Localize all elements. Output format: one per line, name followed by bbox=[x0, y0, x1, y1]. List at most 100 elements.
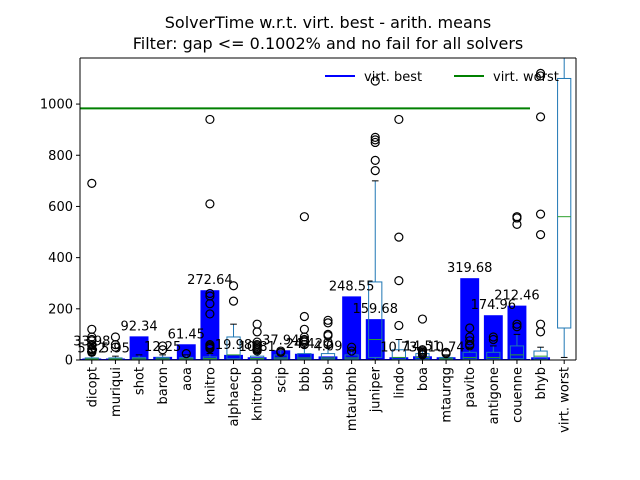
x-tick-label-9: bbb bbox=[298, 367, 313, 392]
box-flier-12-2 bbox=[370, 135, 380, 145]
y-tick-label-200: 200 bbox=[48, 302, 73, 317]
bar-16 bbox=[460, 278, 480, 360]
x-tick-label-0: dicopt bbox=[85, 367, 100, 407]
box-17 bbox=[486, 351, 501, 360]
bar-17 bbox=[483, 315, 503, 360]
box-flier-19-1 bbox=[535, 71, 546, 81]
chart-title-line1: SolverTime w.r.t. virt. best - arith. me… bbox=[165, 13, 491, 32]
box-flier-1-1 bbox=[110, 340, 121, 350]
bar-value-label-12: 159.68 bbox=[352, 302, 398, 317]
x-tick-label-15: mtaurqg bbox=[440, 367, 455, 423]
bar-value-label-3: 12.25 bbox=[144, 340, 181, 355]
box-flier-19-4 bbox=[535, 229, 546, 240]
box-flier-5-1 bbox=[205, 199, 215, 209]
box-flier-18-4 bbox=[512, 322, 522, 332]
x-tick-label-7: knitrobb bbox=[251, 367, 266, 421]
box-flier-6-1 bbox=[228, 296, 239, 306]
box-flier-12-4 bbox=[370, 155, 380, 165]
bar-value-label-1: 5.95 bbox=[101, 341, 130, 356]
box-flier-19-2 bbox=[535, 112, 546, 122]
x-tick-label-1: muriqui bbox=[109, 367, 124, 417]
box-13 bbox=[391, 349, 406, 360]
box-flier-12-3 bbox=[370, 137, 380, 148]
box-18 bbox=[509, 345, 525, 360]
x-tick-label-13: lindo bbox=[392, 367, 407, 399]
box-flier-14-5 bbox=[417, 350, 428, 360]
y-tick-label-600: 600 bbox=[48, 200, 73, 215]
x-tick-label-10: sbb bbox=[322, 367, 337, 390]
x-tick-label-8: scip bbox=[274, 367, 289, 393]
x-tick-label-6: alphaecp bbox=[227, 367, 242, 426]
box-16 bbox=[462, 351, 477, 360]
box-flier-18-3 bbox=[512, 319, 522, 329]
bar-11 bbox=[342, 296, 362, 360]
x-tick-label-3: baron bbox=[156, 367, 171, 404]
bar-value-label-17: 174.96 bbox=[471, 298, 517, 313]
box-flier-18-2 bbox=[512, 219, 522, 229]
box-flier-12-1 bbox=[370, 132, 380, 142]
box-flier-10-1 bbox=[323, 318, 333, 328]
bar-value-label-7: 10.81 bbox=[239, 340, 276, 355]
bar-19 bbox=[531, 357, 551, 360]
box-flier-6-0 bbox=[228, 281, 239, 291]
box-flier-13-3 bbox=[394, 320, 404, 331]
bar-value-label-4: 61.45 bbox=[168, 327, 205, 342]
box-flier-9-0 bbox=[299, 212, 309, 222]
bar-value-label-16: 319.68 bbox=[447, 261, 493, 276]
box-7 bbox=[250, 355, 265, 360]
box-flier-7-1 bbox=[252, 327, 262, 337]
x-tick-label-19: bhyb bbox=[534, 367, 549, 399]
box-flier-13-2 bbox=[394, 276, 404, 286]
box-flier-7-8 bbox=[252, 346, 262, 356]
y-tick-label-0: 0 bbox=[65, 354, 73, 369]
x-tick-label-5: knitro bbox=[203, 367, 218, 405]
box-12 bbox=[368, 281, 383, 358]
bar-6 bbox=[224, 354, 243, 360]
bar-value-label-8: 37.94 bbox=[262, 333, 299, 348]
bar-value-label-9: 24.42 bbox=[286, 337, 323, 352]
bar-extra-label-0: 33.98 bbox=[73, 334, 110, 349]
box-flier-1-2 bbox=[110, 342, 121, 352]
box-20 bbox=[557, 77, 572, 329]
x-tick-label-17: antigone bbox=[487, 367, 502, 424]
bar-13 bbox=[389, 357, 409, 360]
box-flier-13-0 bbox=[394, 114, 404, 125]
box-flier-17-1 bbox=[488, 334, 498, 345]
box-flier-9-6 bbox=[299, 337, 309, 347]
bar-value-label-2: 92.34 bbox=[120, 319, 157, 334]
box-flier-5-0 bbox=[205, 114, 215, 125]
box-flier-3-0 bbox=[158, 341, 168, 351]
bar-value-label-14: 14.51 bbox=[404, 339, 441, 354]
x-tick-label-4: aoa bbox=[180, 367, 195, 391]
box-flier-13-1 bbox=[394, 232, 404, 242]
box-flier-3-1 bbox=[158, 345, 168, 355]
y-tick-label-400: 400 bbox=[48, 251, 73, 266]
x-tick-label-16: pavito bbox=[463, 367, 478, 408]
box-19 bbox=[533, 350, 548, 360]
box-flier-19-0 bbox=[535, 68, 546, 78]
bar-value-label-0: 5.82 bbox=[77, 342, 106, 357]
box-flier-5-5 bbox=[205, 309, 215, 319]
box-flier-10-0 bbox=[323, 315, 333, 325]
box-flier-9-7 bbox=[299, 340, 309, 350]
y-tick-label-800: 800 bbox=[48, 149, 73, 164]
box-flier-0-6 bbox=[87, 341, 97, 351]
bar-5 bbox=[200, 290, 220, 360]
box-flier-10-3 bbox=[323, 331, 333, 341]
bar-value-label-6: 19.98 bbox=[215, 338, 252, 353]
x-tick-label-11: mtaurbnb bbox=[345, 367, 360, 431]
y-tick-label-1000: 1000 bbox=[40, 98, 73, 113]
bar-value-label-15: 10.74 bbox=[427, 340, 464, 355]
box-flier-16-2 bbox=[465, 336, 475, 346]
bar-9 bbox=[294, 353, 314, 360]
box-flier-14-0 bbox=[417, 314, 428, 324]
bar-value-label-10: 4.09 bbox=[314, 339, 343, 354]
box-flier-11-1 bbox=[347, 346, 357, 356]
x-tick-label-14: boa bbox=[416, 367, 431, 391]
box-flier-12-5 bbox=[370, 166, 380, 176]
box-flier-10-5 bbox=[323, 340, 333, 350]
box-flier-19-3 bbox=[535, 209, 546, 219]
box-flier-17-0 bbox=[488, 332, 498, 342]
